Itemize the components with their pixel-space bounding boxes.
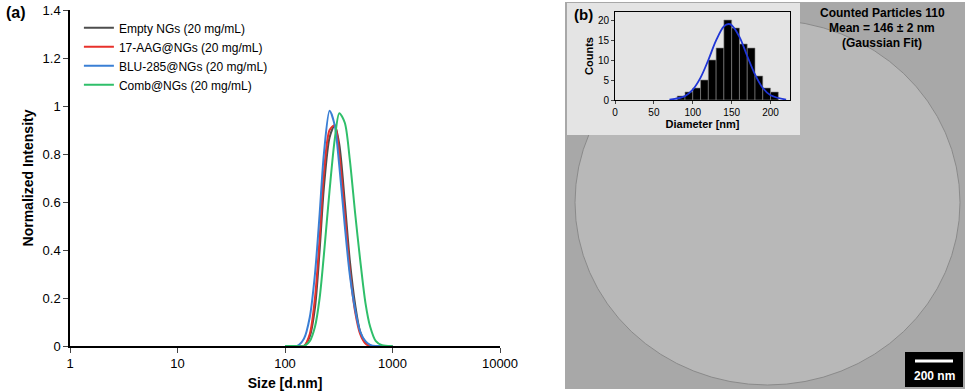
svg-text:Size [d.nm]: Size [d.nm] bbox=[248, 375, 323, 391]
svg-text:(a): (a) bbox=[6, 4, 26, 21]
svg-text:10: 10 bbox=[598, 55, 610, 66]
svg-text:Normalized Intensity: Normalized Intensity bbox=[20, 109, 36, 246]
svg-text:Counts: Counts bbox=[583, 37, 595, 75]
svg-text:1: 1 bbox=[66, 356, 73, 371]
svg-text:(Gaussian Fit): (Gaussian Fit) bbox=[842, 36, 922, 50]
svg-text:50: 50 bbox=[648, 107, 660, 118]
svg-text:Mean = 146 ± 2 nm: Mean = 146 ± 2 nm bbox=[829, 21, 935, 35]
svg-text:200 nm: 200 nm bbox=[914, 369, 955, 383]
svg-text:17-AAG@NGs (20 mg/mL): 17-AAG@NGs (20 mg/mL) bbox=[119, 41, 263, 55]
svg-text:Diameter [nm]: Diameter [nm] bbox=[666, 118, 740, 130]
svg-text:15: 15 bbox=[598, 35, 610, 46]
svg-text:200: 200 bbox=[762, 107, 779, 118]
svg-text:100: 100 bbox=[684, 107, 701, 118]
svg-text:5: 5 bbox=[603, 75, 609, 86]
svg-text:Empty NGs (20 mg/mL): Empty NGs (20 mg/mL) bbox=[119, 22, 245, 36]
svg-text:100: 100 bbox=[274, 356, 296, 371]
svg-text:1000: 1000 bbox=[378, 356, 407, 371]
svg-text:0.4: 0.4 bbox=[43, 243, 61, 258]
svg-text:0.6: 0.6 bbox=[43, 195, 61, 210]
svg-text:0: 0 bbox=[603, 95, 609, 106]
svg-text:(b): (b) bbox=[574, 6, 593, 23]
svg-text:BLU-285@NGs (20 mg/mL): BLU-285@NGs (20 mg/mL) bbox=[119, 60, 267, 74]
svg-text:Counted Particles 110: Counted Particles 110 bbox=[820, 6, 945, 20]
svg-text:0.2: 0.2 bbox=[43, 291, 61, 306]
svg-text:0.8: 0.8 bbox=[43, 147, 61, 162]
svg-text:Comb@NGs (20 mg/mL): Comb@NGs (20 mg/mL) bbox=[119, 79, 252, 93]
svg-text:0: 0 bbox=[612, 107, 618, 118]
svg-text:20: 20 bbox=[598, 15, 610, 26]
svg-text:10: 10 bbox=[170, 356, 184, 371]
svg-text:1.4: 1.4 bbox=[43, 3, 61, 18]
svg-text:1.2: 1.2 bbox=[43, 51, 61, 66]
svg-text:150: 150 bbox=[723, 107, 740, 118]
svg-text:10000: 10000 bbox=[482, 356, 518, 371]
svg-text:1: 1 bbox=[53, 99, 60, 114]
svg-text:0: 0 bbox=[53, 339, 60, 354]
